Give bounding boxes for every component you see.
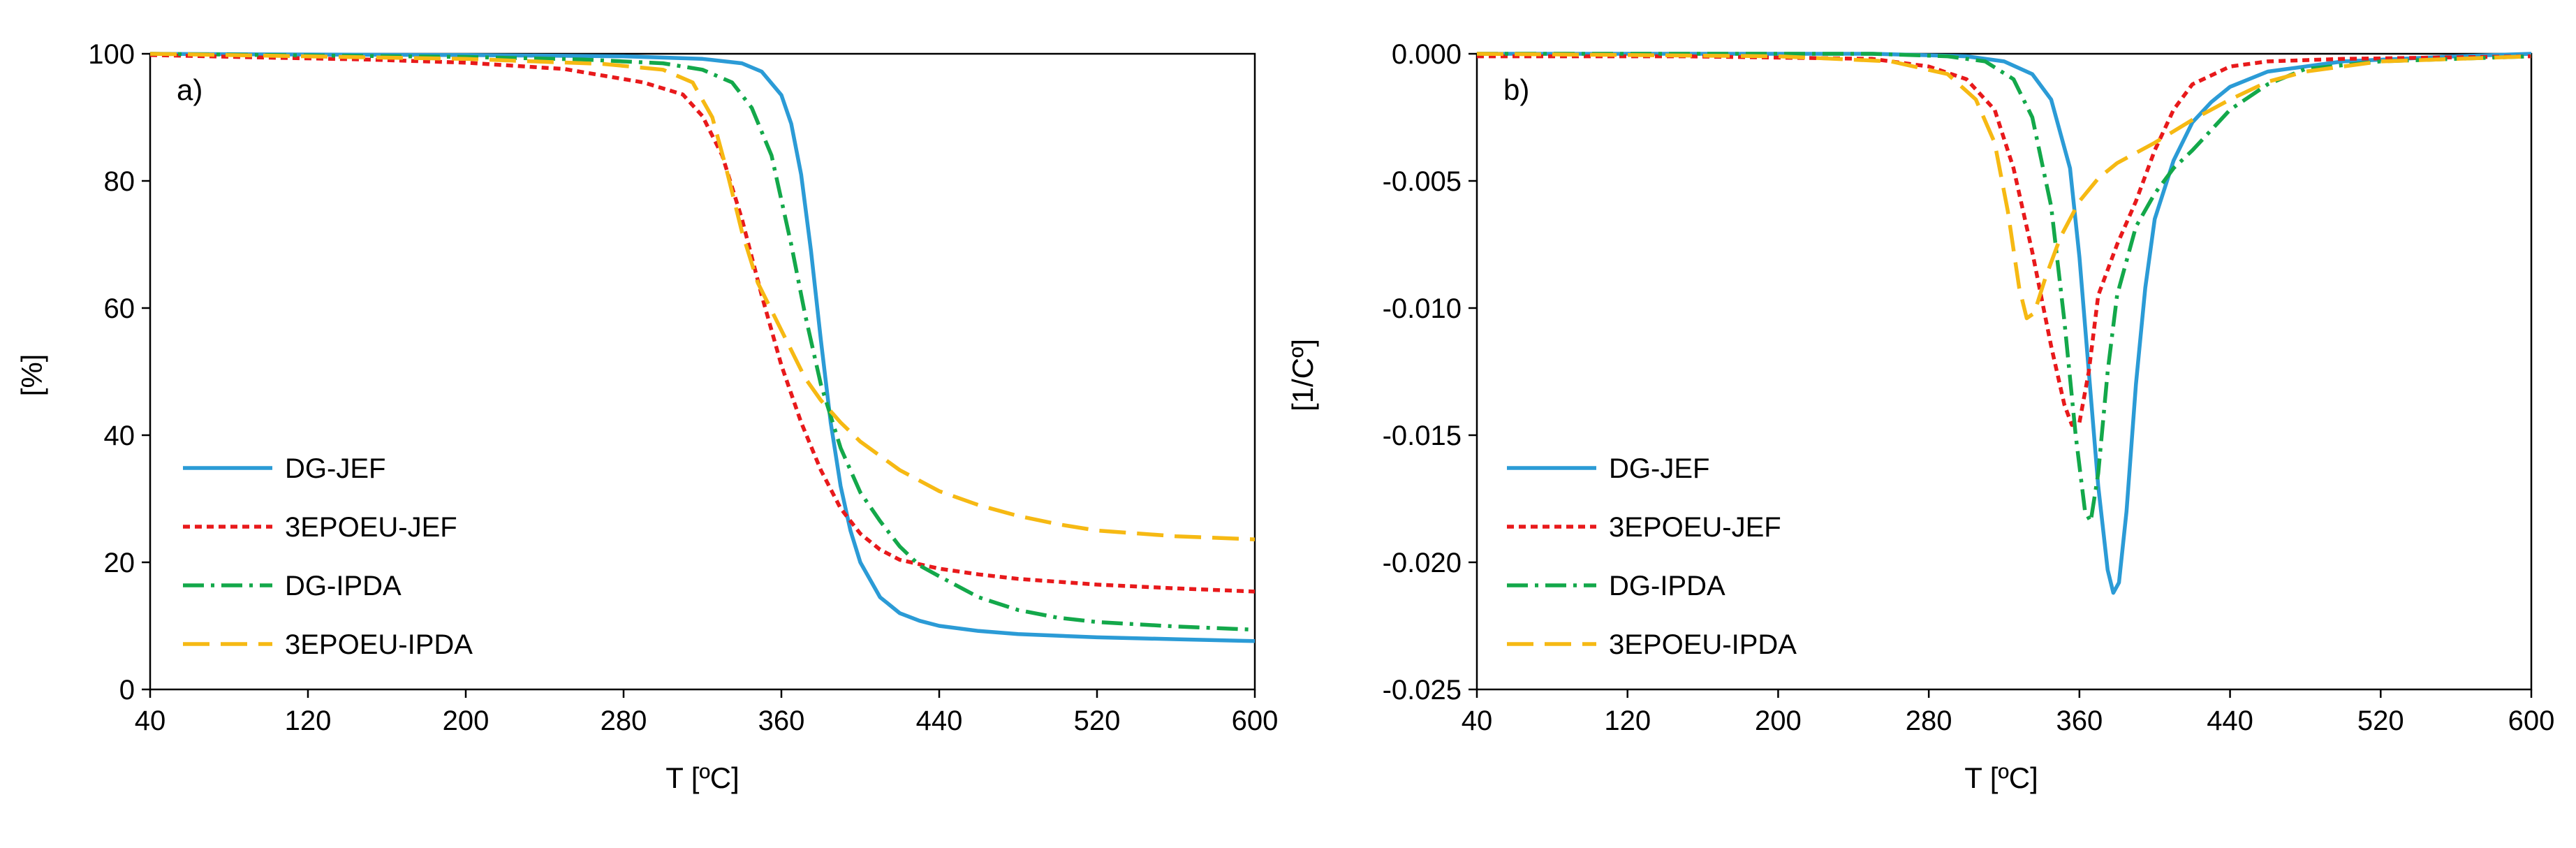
panel-b-ytick-label: -0.010 [1383, 293, 1462, 324]
panel-b-xtick-label: 600 [2508, 706, 2555, 736]
panel-b-ylabel: [1/Cº] [1286, 339, 1319, 411]
panel-a-plot-frame [149, 52, 1256, 691]
panel-a-legend-label: 3EPOEU-JEF [285, 512, 457, 543]
panel-a-xtick-label: 280 [601, 706, 647, 736]
panel-a-ytick-label: 0 [119, 675, 135, 706]
panel-a-xtick-label: 120 [285, 706, 332, 736]
panel-a-chart: [%] T [ºC] a) 40 120 200 280 360 440 520 600 0 20… [15, 39, 1278, 794]
panel-a-ytick-label: 60 [104, 293, 135, 324]
panel-a-xtick-label: 360 [758, 706, 805, 736]
panel-b-series-line-dg-jef [1477, 52, 2531, 595]
panel-a-xtick-label: 200 [443, 706, 490, 736]
panel-b-legend-label: DG-JEF [1609, 453, 1709, 484]
panel-b-ytick-label: 0.000 [1392, 39, 1462, 70]
panel-b-ytick-label: -0.005 [1383, 166, 1462, 197]
panel-b-legend-label: DG-IPDA [1609, 571, 1725, 601]
panel-a-xtick-label: 40 [135, 706, 166, 736]
panel-a-panel-label: a) [177, 73, 203, 106]
panel-a-ytick-label: 40 [104, 421, 135, 451]
panel-b-legend-label: 3EPOEU-JEF [1609, 512, 1781, 543]
panel-b-xtick-label: 280 [1906, 706, 1952, 736]
panel-a-legend-label: 3EPOEU-IPDA [285, 629, 473, 660]
panel-b-panel-label: b) [1503, 73, 1529, 106]
panel-b-series-line-dg-ipda [1477, 52, 2531, 524]
panel-a-ytick-label: 80 [104, 166, 135, 197]
panel-a-series-line-epoeu-jef [150, 53, 1255, 594]
panel-a-series-line-dg-jef [150, 52, 1255, 643]
panel-b-xtick-label: 520 [2357, 706, 2404, 736]
panel-b-xtick-label: 40 [1462, 706, 1493, 736]
panel-a-series-group [150, 52, 1255, 643]
panel-b-plot-frame [1475, 52, 2533, 691]
panel-b-ytick-label: -0.020 [1383, 548, 1462, 578]
panel-b-xlabel: T [ºC] [1964, 761, 2038, 794]
panel-a-ytick-label: 20 [104, 548, 135, 578]
panel-a-ytick-label: 100 [88, 39, 135, 70]
panel-a-series-line-dg-ipda [150, 52, 1255, 632]
panel-b-xtick-label: 200 [1755, 706, 1802, 736]
panel-a-ylabel: [%] [15, 354, 48, 397]
panel-b-ytick-label: -0.015 [1383, 421, 1462, 451]
panel-b-chart: [1/Cº] T [ºC] b) 40 120 200 280 360 440 520 600… [1286, 39, 2554, 794]
panel-b-xtick-label: 120 [1604, 706, 1651, 736]
panel-b-xtick-label: 440 [2207, 706, 2253, 736]
panel-b-series-line-epoeu-ipda [1477, 52, 2531, 321]
panel-a-legend-label: DG-JEF [285, 453, 385, 484]
panel-a-xlabel: T [ºC] [665, 761, 739, 794]
panel-a-series-line-epoeu-ipda [150, 52, 1255, 541]
panel-a-legend-label: DG-IPDA [285, 571, 402, 601]
panel-a-xtick-label: 600 [1232, 706, 1279, 736]
panel-b-legend-label: 3EPOEU-IPDA [1609, 629, 1797, 660]
panel-a-xtick-label: 520 [1074, 706, 1121, 736]
panel-b-ytick-label: -0.025 [1383, 675, 1462, 706]
panel-a-xtick-label: 440 [916, 706, 963, 736]
panel-b-series-group [1477, 52, 2531, 595]
panel-b-series-line-epoeu-jef [1477, 54, 2531, 427]
panel-b-xtick-label: 360 [2056, 706, 2103, 736]
